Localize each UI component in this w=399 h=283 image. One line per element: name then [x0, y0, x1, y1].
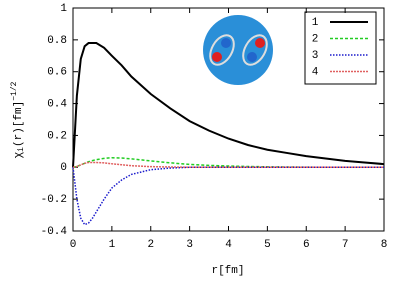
y-axis-label: χi(r)[fm]−1/2	[10, 81, 26, 158]
x-tick-label: 0	[70, 239, 77, 251]
icon-quark	[247, 52, 257, 62]
y-tick-label: -0.2	[41, 194, 67, 206]
icon-disc	[203, 15, 273, 85]
illustration	[203, 15, 273, 85]
icon-ring	[209, 34, 235, 66]
x-tick-label: 6	[303, 239, 310, 251]
x-tick-label: 2	[147, 239, 154, 251]
icon-ring	[242, 34, 268, 66]
x-tick-label: 3	[186, 239, 193, 251]
x-tick-label: 1	[109, 239, 116, 251]
y-tick-label: 0.6	[47, 67, 67, 79]
y-tick-label: 0.2	[47, 130, 67, 142]
legend-label: 2	[312, 33, 319, 45]
x-tick-label: 5	[264, 239, 271, 251]
y-tick-label: 1	[60, 3, 67, 15]
x-tick-label: 7	[342, 239, 349, 251]
y-axis-label-part: (r)[fm]	[13, 101, 25, 147]
x-axis-label: r[fm]	[211, 265, 244, 277]
series-line	[72, 166, 384, 226]
y-axis-label-part: −1/2	[10, 81, 19, 100]
icon-quark	[212, 52, 222, 62]
y-axis-label-part: i	[17, 147, 26, 152]
series-line	[72, 161, 384, 169]
x-tick-label: 8	[381, 239, 388, 251]
y-axis-label-part: χ	[13, 151, 25, 158]
series-line	[72, 42, 385, 168]
legend-label: 1	[312, 17, 319, 29]
legend-label: 4	[312, 66, 319, 78]
icon-quark	[255, 38, 265, 48]
icon-quark	[221, 38, 231, 48]
x-tick-label: 4	[225, 239, 232, 251]
y-tick-label: 0	[60, 162, 67, 174]
y-tick-label: 0.8	[47, 35, 67, 47]
y-tick-label: -0.4	[41, 226, 68, 238]
y-tick-label: 0.4	[47, 98, 67, 110]
legend-label: 3	[312, 50, 319, 62]
